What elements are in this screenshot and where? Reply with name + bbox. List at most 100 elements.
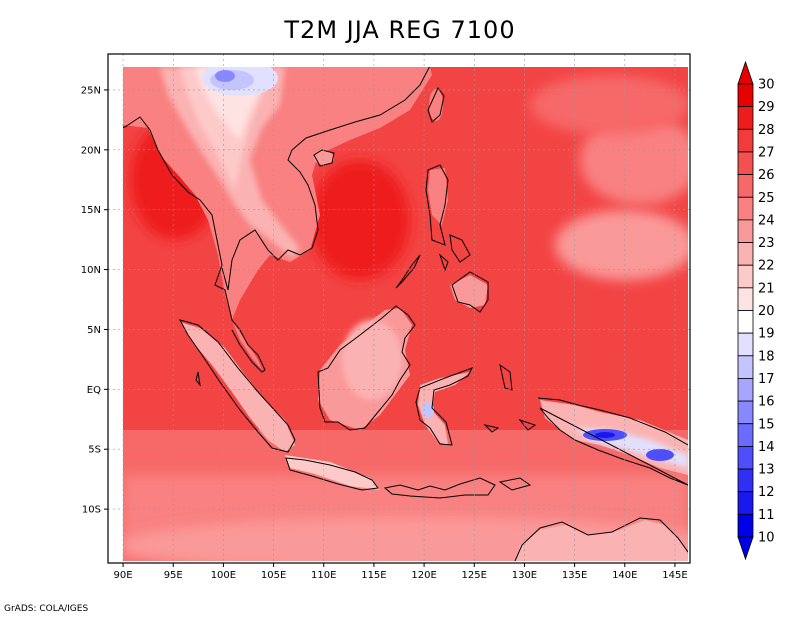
graticule	[108, 54, 690, 563]
colorbar-swatch	[737, 83, 754, 108]
hainan-land-shading	[314, 151, 334, 165]
colorbar-level-label: 28	[758, 123, 775, 138]
lon-tick-label: 140E	[612, 570, 637, 581]
borneo-highland	[342, 320, 402, 400]
sulawesi-coast	[415, 367, 474, 446]
colorbar-swatch	[737, 128, 754, 153]
mainland-coast	[123, 67, 430, 373]
colorbar-swatch	[737, 491, 754, 515]
java-coast	[285, 457, 379, 491]
colorbar-bottom-arrow	[737, 536, 754, 561]
lat-tick-label: 20N	[81, 145, 101, 156]
pacific-mild-1	[580, 115, 688, 205]
colorbar-level-label: 13	[758, 463, 775, 478]
colorbar-level-label: 10	[758, 531, 775, 546]
luzon-coast	[425, 164, 449, 246]
lesser-sunda-coast	[383, 477, 496, 499]
moluccas-coast	[483, 363, 537, 433]
colorbar-swatch	[737, 287, 754, 311]
colorbar-swatch	[737, 468, 754, 493]
coastlines	[123, 67, 688, 561]
lon-tick-label: 90E	[114, 570, 133, 581]
colorbar-swatch	[737, 242, 754, 266]
ng-cold-2	[646, 449, 674, 461]
colorbar: 30 29 28 27 26 25 24 23 22 21 20 19 18 17 16 15 14 13 12 11…	[737, 60, 775, 561]
mindanao-land-shading	[450, 275, 488, 308]
map-frame	[107, 53, 691, 564]
colorbar-swatch	[737, 355, 754, 379]
colorbar-swatch	[737, 513, 754, 538]
colorbar-swatch	[737, 174, 754, 198]
longitude-ticks: 90E 95E 100E 105E 110E 115E 120E 125E 130E 135E 14…	[114, 563, 688, 581]
colorbar-swatch	[737, 310, 754, 334]
colorbar-swatch	[737, 332, 754, 357]
map-title: T2M JJA REG 7100	[284, 16, 516, 44]
colorbar-level-label: 19	[758, 327, 775, 342]
hainan-coast	[313, 149, 335, 167]
lon-tick-label: 135E	[562, 570, 587, 581]
colorbar-level-label: 14	[758, 440, 775, 455]
pacific-cool-patch	[555, 210, 688, 280]
temperature-field	[123, 67, 688, 561]
colorbar-level-label: 29	[758, 100, 775, 115]
sumatra-land-shading	[180, 322, 295, 452]
taiwan-coast	[427, 87, 445, 123]
colorbar-level-label: 11	[758, 508, 775, 523]
colorbar-level-label: 24	[758, 213, 775, 228]
lon-tick-label: 130E	[512, 570, 537, 581]
visayas-coast	[438, 234, 471, 272]
palawan-coast	[395, 254, 421, 289]
pacific-mild-2	[530, 75, 688, 135]
colorbar-level-label: 30	[758, 78, 775, 93]
colorbar-level-label: 12	[758, 485, 775, 500]
colorbar-level-label: 21	[758, 281, 775, 296]
colorbar-level-label: 25	[758, 191, 775, 206]
grads-credit: GrADS: COLA/IGES	[4, 604, 89, 614]
lon-tick-label: 110E	[311, 570, 336, 581]
colorbar-swatch	[737, 219, 754, 243]
lon-tick-label: 145E	[662, 570, 687, 581]
colorbar-swatch	[737, 400, 754, 425]
colorbar-swatch	[737, 151, 754, 175]
colorbar-level-label: 16	[758, 395, 775, 410]
australia-land-shading	[515, 520, 688, 561]
andaman-coast	[195, 371, 201, 387]
lat-tick-label: 5S	[88, 445, 101, 456]
gulf-of-thailand-coast	[221, 267, 229, 291]
tibet-cold-3	[215, 70, 235, 82]
lat-tick-label: 10S	[82, 505, 101, 516]
lon-tick-label: 115E	[361, 570, 386, 581]
colorbar-level-label: 23	[758, 236, 775, 251]
peninsula-land-shading	[232, 320, 262, 370]
colorbar-level-label: 27	[758, 145, 775, 160]
java-land-shading	[285, 455, 380, 490]
lat-tick-label: 15N	[81, 205, 101, 216]
colorbar-level-label: 22	[758, 259, 775, 274]
colorbar-level-label: 20	[758, 304, 775, 319]
sulawesi-land-shading	[418, 372, 470, 445]
lat-tick-label: 10N	[81, 265, 101, 276]
ng-cold-3	[595, 432, 615, 438]
mindanao-coast	[451, 271, 489, 313]
taiwan-land-shading	[429, 89, 443, 121]
lon-tick-label: 95E	[164, 570, 183, 581]
sumatra-coast	[179, 319, 296, 453]
warm-patch-scs	[310, 160, 410, 280]
colorbar-level-label: 17	[758, 372, 775, 387]
colorbar-level-label: 26	[758, 168, 775, 183]
colorbar-swatch	[737, 264, 754, 289]
lon-tick-label: 100E	[211, 570, 236, 581]
colorbar-swatch	[737, 196, 754, 221]
lon-tick-label: 125E	[462, 570, 487, 581]
colorbar-swatch	[737, 106, 754, 130]
colorbar-swatch	[737, 445, 754, 470]
timor-coast	[498, 477, 532, 491]
latitude-ticks: 25N 20N 15N 10N 5N EQ 5S 10S	[81, 85, 108, 516]
lat-tick-label: 5N	[87, 325, 101, 336]
lat-tick-label: 25N	[81, 85, 101, 96]
colorbar-top-arrow	[737, 60, 754, 85]
colorbar-swatch	[737, 423, 754, 447]
colorbar-level-label: 18	[758, 349, 775, 364]
colorbar-level-label: 15	[758, 417, 775, 432]
lon-tick-label: 105E	[261, 570, 286, 581]
